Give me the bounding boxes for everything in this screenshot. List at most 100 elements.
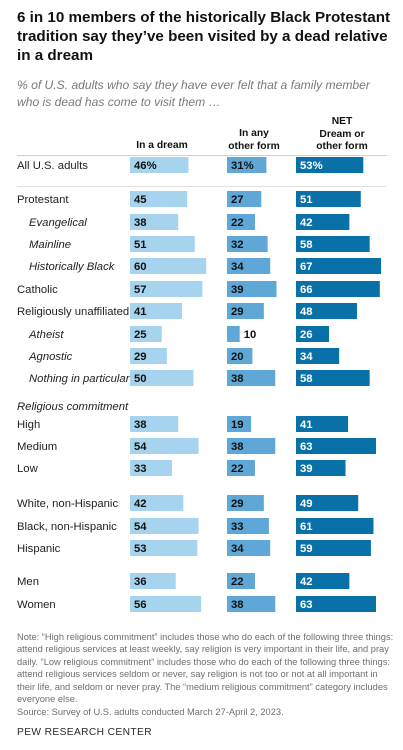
- bar-other-medium: [227, 438, 276, 454]
- row-label-religiously-unaffiliated: Religiously unaffiliated: [17, 306, 129, 318]
- value-label-net-agnostic: 34: [300, 351, 313, 363]
- value-label-net-high: 41: [300, 419, 313, 431]
- bar-other-mainline: [227, 236, 268, 252]
- column-header-dream-line-1: In a dream: [136, 140, 188, 151]
- value-label-dream-agnostic: 29: [134, 351, 147, 363]
- bar-other-historically-black: [227, 258, 271, 274]
- value-label-net-historically-black: 67: [300, 261, 313, 273]
- chart-source: Source: Survey of U.S. adults conducted …: [17, 707, 284, 717]
- bar-other-evangelical: [227, 214, 255, 230]
- value-label-net-medium: 63: [300, 441, 313, 453]
- value-label-dream-atheist: 25: [134, 329, 147, 341]
- bar-net-nothing-in-particular: [296, 370, 370, 386]
- value-label-other-high: 19: [231, 419, 244, 431]
- value-label-other-all-u-s-adults: 31%: [231, 160, 254, 172]
- bar-dream-mainline: [130, 236, 195, 252]
- value-label-other-hispanic: 34: [231, 543, 244, 555]
- bar-other-catholic: [227, 281, 277, 297]
- column-header-net: NET Dream or other form: [302, 116, 382, 154]
- bar-dream-all-u-s-adults: [130, 157, 189, 173]
- row-label-high: High: [17, 419, 40, 431]
- bar-net-women: [296, 596, 377, 612]
- bar-other-low: [227, 460, 255, 476]
- row-label-protestant: Protestant: [17, 194, 69, 206]
- chart-subtitle: % of U.S. adults who say they have ever …: [17, 78, 370, 109]
- bar-chart: Religious commitment All U.S. adults 46% 31…: [17, 155, 387, 612]
- bar-net-religiously-unaffiliated: [296, 303, 357, 319]
- value-label-net-white-non-hispanic: 49: [300, 498, 313, 510]
- row-label-women: Women: [17, 599, 56, 611]
- value-label-net-evangelical: 42: [300, 217, 313, 229]
- bar-net-atheist: [296, 326, 330, 342]
- bar-dream-evangelical: [130, 214, 179, 230]
- value-label-other-atheist: 10: [244, 329, 257, 341]
- value-label-dream-low: 33: [134, 463, 147, 475]
- value-label-net-women: 63: [300, 599, 313, 611]
- row-label-nothing-in-particular: Nothing in particular: [29, 373, 131, 385]
- bar-other-black-non-hispanic: [227, 518, 269, 534]
- value-label-other-low: 22: [231, 463, 244, 475]
- bar-dream-religiously-unaffiliated: [130, 303, 183, 319]
- value-label-other-agnostic: 20: [231, 351, 244, 363]
- row-label-mainline: Mainline: [29, 239, 71, 251]
- value-label-net-nothing-in-particular: 58: [300, 373, 313, 385]
- chart-title: 6 in 10 members of the historically Blac…: [17, 9, 391, 64]
- bar-other-all-u-s-adults: [227, 157, 267, 173]
- bar-dream-nothing-in-particular: [130, 370, 194, 386]
- value-label-other-white-non-hispanic: 29: [231, 498, 244, 510]
- value-label-dream-high: 38: [134, 419, 147, 431]
- value-label-net-mainline: 58: [300, 239, 313, 251]
- value-label-net-black-non-hispanic: 61: [300, 521, 313, 533]
- chart-note: Note: “High religious commitment” includ…: [17, 632, 394, 705]
- column-header-net-line-1: NET: [331, 116, 353, 127]
- value-label-net-low: 39: [300, 463, 313, 475]
- value-label-other-protestant: 27: [231, 194, 244, 206]
- bar-net-men: [296, 573, 350, 589]
- bar-net-high: [296, 416, 349, 432]
- value-label-dream-white-non-hispanic: 42: [134, 498, 147, 510]
- row-label-hispanic: Hispanic: [17, 543, 61, 555]
- value-label-dream-black-non-hispanic: 54: [134, 521, 147, 533]
- bar-other-high: [227, 416, 252, 432]
- column-header-net-line-2: Dream or: [319, 128, 365, 140]
- bar-net-hispanic: [296, 540, 371, 556]
- bar-other-religiously-unaffiliated: [227, 303, 264, 319]
- value-label-net-religiously-unaffiliated: 48: [300, 306, 313, 318]
- value-label-dream-catholic: 57: [134, 284, 147, 296]
- bar-other-women: [227, 596, 276, 612]
- bar-other-protestant: [227, 191, 262, 207]
- bar-dream-low: [130, 460, 172, 476]
- value-label-net-hispanic: 59: [300, 543, 313, 555]
- value-label-dream-protestant: 45: [134, 194, 147, 206]
- value-label-net-catholic: 66: [300, 284, 313, 296]
- value-label-dream-evangelical: 38: [134, 217, 147, 229]
- value-label-net-atheist: 26: [300, 329, 313, 341]
- bar-dream-atheist: [130, 326, 162, 342]
- value-label-other-catholic: 39: [231, 284, 244, 296]
- bar-net-medium: [296, 438, 377, 454]
- column-header-other-line-2: other form: [228, 140, 280, 152]
- bar-other-agnostic: [227, 348, 253, 364]
- bar-dream-medium: [130, 438, 199, 454]
- row-label-atheist: Atheist: [28, 329, 64, 341]
- value-label-dream-women: 56: [134, 599, 147, 611]
- value-label-net-men: 42: [300, 576, 313, 588]
- value-label-net-protestant: 51: [300, 194, 313, 206]
- row-label-low: Low: [17, 463, 39, 475]
- row-label-all-u-s-adults: All U.S. adults: [17, 160, 88, 172]
- value-label-other-religiously-unaffiliated: 29: [231, 306, 244, 318]
- section-heading-religious-commitment: Religious commitment: [17, 401, 129, 413]
- bar-dream-agnostic: [130, 348, 167, 364]
- bar-dream-women: [130, 596, 202, 612]
- column-header-other: In any other form: [218, 128, 290, 153]
- value-label-other-black-non-hispanic: 33: [231, 521, 244, 533]
- bar-net-historically-black: [296, 258, 382, 274]
- column-header-other-line-1: In any: [239, 128, 269, 139]
- bar-net-all-u-s-adults: [296, 157, 364, 173]
- bar-dream-hispanic: [130, 540, 198, 556]
- row-label-men: Men: [17, 576, 39, 588]
- value-label-dream-all-u-s-adults: 46%: [134, 160, 157, 172]
- bar-dream-black-non-hispanic: [130, 518, 199, 534]
- bar-dream-catholic: [130, 281, 203, 297]
- value-label-dream-historically-black: 60: [134, 261, 147, 273]
